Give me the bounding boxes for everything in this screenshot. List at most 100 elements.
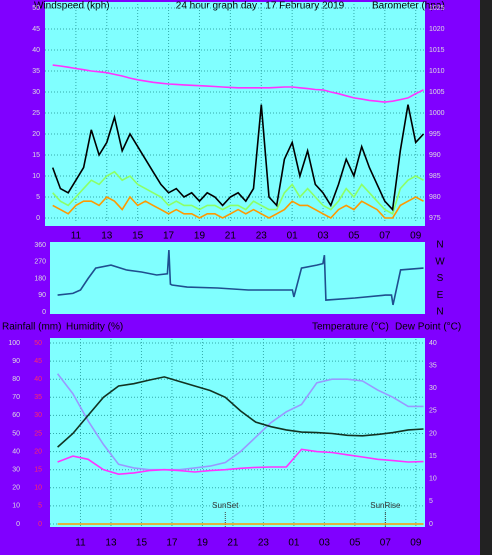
y2-tick-label: S bbox=[437, 273, 444, 284]
series-line bbox=[51, 104, 425, 212]
y-tick-label: 100 bbox=[8, 340, 20, 347]
x-tick-label: 13 bbox=[101, 231, 113, 242]
y2-tick-label: 35 bbox=[429, 362, 437, 369]
x-tick-label: 13 bbox=[105, 538, 117, 549]
y-tick-label: 270 bbox=[34, 259, 46, 266]
y3-tick-label: 35 bbox=[34, 394, 42, 401]
y-tick-label: 180 bbox=[34, 275, 46, 282]
x-tick-label: 15 bbox=[136, 538, 148, 549]
plot-area bbox=[50, 242, 425, 314]
y2-tick-label: N bbox=[436, 307, 443, 318]
y2-tick-label: 20 bbox=[429, 430, 437, 437]
x-tick-label: 09 bbox=[410, 538, 422, 549]
series-line bbox=[56, 373, 424, 471]
y3-tick-label: 45 bbox=[34, 358, 42, 365]
y-tick-label: 90 bbox=[38, 292, 46, 299]
y-tick-label: 45 bbox=[32, 26, 40, 33]
y3-tick-label: 10 bbox=[34, 485, 42, 492]
chart-title: 24 hour graph day : 17 February 2019 bbox=[176, 1, 345, 12]
y2-tick-label: 975 bbox=[429, 215, 441, 222]
x-tick-label: 15 bbox=[132, 231, 144, 242]
x-tick-label: 17 bbox=[166, 538, 178, 549]
series-line bbox=[52, 195, 424, 219]
y-tick-label: 50 bbox=[32, 5, 40, 12]
y-tick-label: 90 bbox=[12, 358, 20, 365]
y-tick-label: 10 bbox=[32, 173, 40, 180]
y-tick-label: 50 bbox=[12, 430, 20, 437]
y3-axis-label: Rainfall (mm) bbox=[2, 322, 61, 333]
y2-tick-label: 995 bbox=[429, 131, 441, 138]
y2-tick-label: 30 bbox=[429, 385, 437, 392]
x-tick-label: 01 bbox=[288, 538, 300, 549]
x-tick-label: 07 bbox=[380, 538, 392, 549]
plot-area bbox=[50, 338, 425, 527]
series-line bbox=[52, 170, 424, 215]
y-tick-label: 40 bbox=[32, 47, 40, 54]
y2-tick-label: 1010 bbox=[429, 68, 445, 75]
y-tick-label: 60 bbox=[12, 412, 20, 419]
y2-tick-label: 10 bbox=[429, 476, 437, 483]
y-tick-label: 20 bbox=[32, 131, 40, 138]
series-line bbox=[57, 249, 424, 306]
y3-tick-label: 20 bbox=[34, 448, 42, 455]
y-tick-label: 80 bbox=[12, 376, 20, 383]
x-tick-label: 23 bbox=[258, 538, 270, 549]
y-tick-label: 30 bbox=[12, 467, 20, 474]
y-tick-label: 40 bbox=[12, 448, 20, 455]
annotation: SunSet bbox=[212, 501, 239, 510]
y-tick-label: 360 bbox=[34, 242, 46, 249]
y2-axis-label: Barometer (hpa) bbox=[372, 1, 445, 12]
x-tick-label: 05 bbox=[348, 231, 360, 242]
x-tick-label: 03 bbox=[317, 231, 329, 242]
y3-tick-label: 5 bbox=[38, 503, 42, 510]
y-tick-label: 10 bbox=[12, 503, 20, 510]
series-line bbox=[52, 64, 424, 103]
y2-tick-label: 0 bbox=[429, 521, 433, 528]
x-tick-label: 01 bbox=[287, 231, 299, 242]
y-tick-label: 20 bbox=[12, 485, 20, 492]
y2-tick-label: 5 bbox=[429, 498, 433, 505]
x-tick-label: 19 bbox=[197, 538, 209, 549]
y2-tick-label: 990 bbox=[429, 152, 441, 159]
series-line bbox=[57, 448, 424, 476]
x-tick-label: 21 bbox=[227, 538, 239, 549]
y-tick-label: 15 bbox=[32, 152, 40, 159]
x-tick-label: 05 bbox=[349, 538, 361, 549]
y2-tick-label: N bbox=[436, 240, 443, 251]
x-tick-label: 03 bbox=[319, 538, 331, 549]
y2-tick-label: 1025 bbox=[429, 5, 445, 12]
y2-tick-label: 15 bbox=[429, 453, 437, 460]
plot-area bbox=[45, 2, 425, 226]
x-tick-label: 09 bbox=[410, 231, 422, 242]
x-tick-label: 11 bbox=[71, 231, 82, 242]
y3-tick-label: 25 bbox=[34, 430, 42, 437]
series-line bbox=[57, 376, 424, 448]
y2-tick-label: E bbox=[437, 290, 444, 301]
y-axis-label: Humidity (%) bbox=[66, 322, 123, 333]
y3-tick-label: 40 bbox=[34, 376, 42, 383]
right-edge bbox=[480, 0, 492, 555]
y2-tick-label: 985 bbox=[429, 173, 441, 180]
y-tick-label: 25 bbox=[32, 110, 40, 117]
y-tick-label: 0 bbox=[42, 309, 46, 316]
y3-tick-label: 50 bbox=[34, 340, 42, 347]
y2-axis-label: Temperature (°C) bbox=[312, 322, 389, 333]
y3-tick-label: 0 bbox=[38, 521, 42, 528]
y2-tick-label: W bbox=[435, 256, 445, 267]
y2-tick-label: 25 bbox=[429, 408, 437, 415]
dew-point-label: Dew Point (°C) bbox=[395, 322, 461, 333]
y-tick-label: 0 bbox=[36, 215, 40, 222]
y2-tick-label: 1000 bbox=[429, 110, 445, 117]
y-tick-label: 35 bbox=[32, 68, 40, 75]
y-axis-label: Windspeed (kph) bbox=[34, 1, 110, 12]
x-tick-label: 23 bbox=[256, 231, 268, 242]
y2-tick-label: 980 bbox=[429, 194, 441, 201]
y-tick-label: 5 bbox=[36, 194, 40, 201]
x-tick-label: 21 bbox=[225, 231, 237, 242]
y2-tick-label: 1005 bbox=[429, 89, 445, 96]
y-tick-label: 30 bbox=[32, 89, 40, 96]
x-tick-label: 07 bbox=[379, 231, 391, 242]
y2-tick-label: 1015 bbox=[429, 47, 445, 54]
y3-tick-label: 15 bbox=[34, 467, 42, 474]
